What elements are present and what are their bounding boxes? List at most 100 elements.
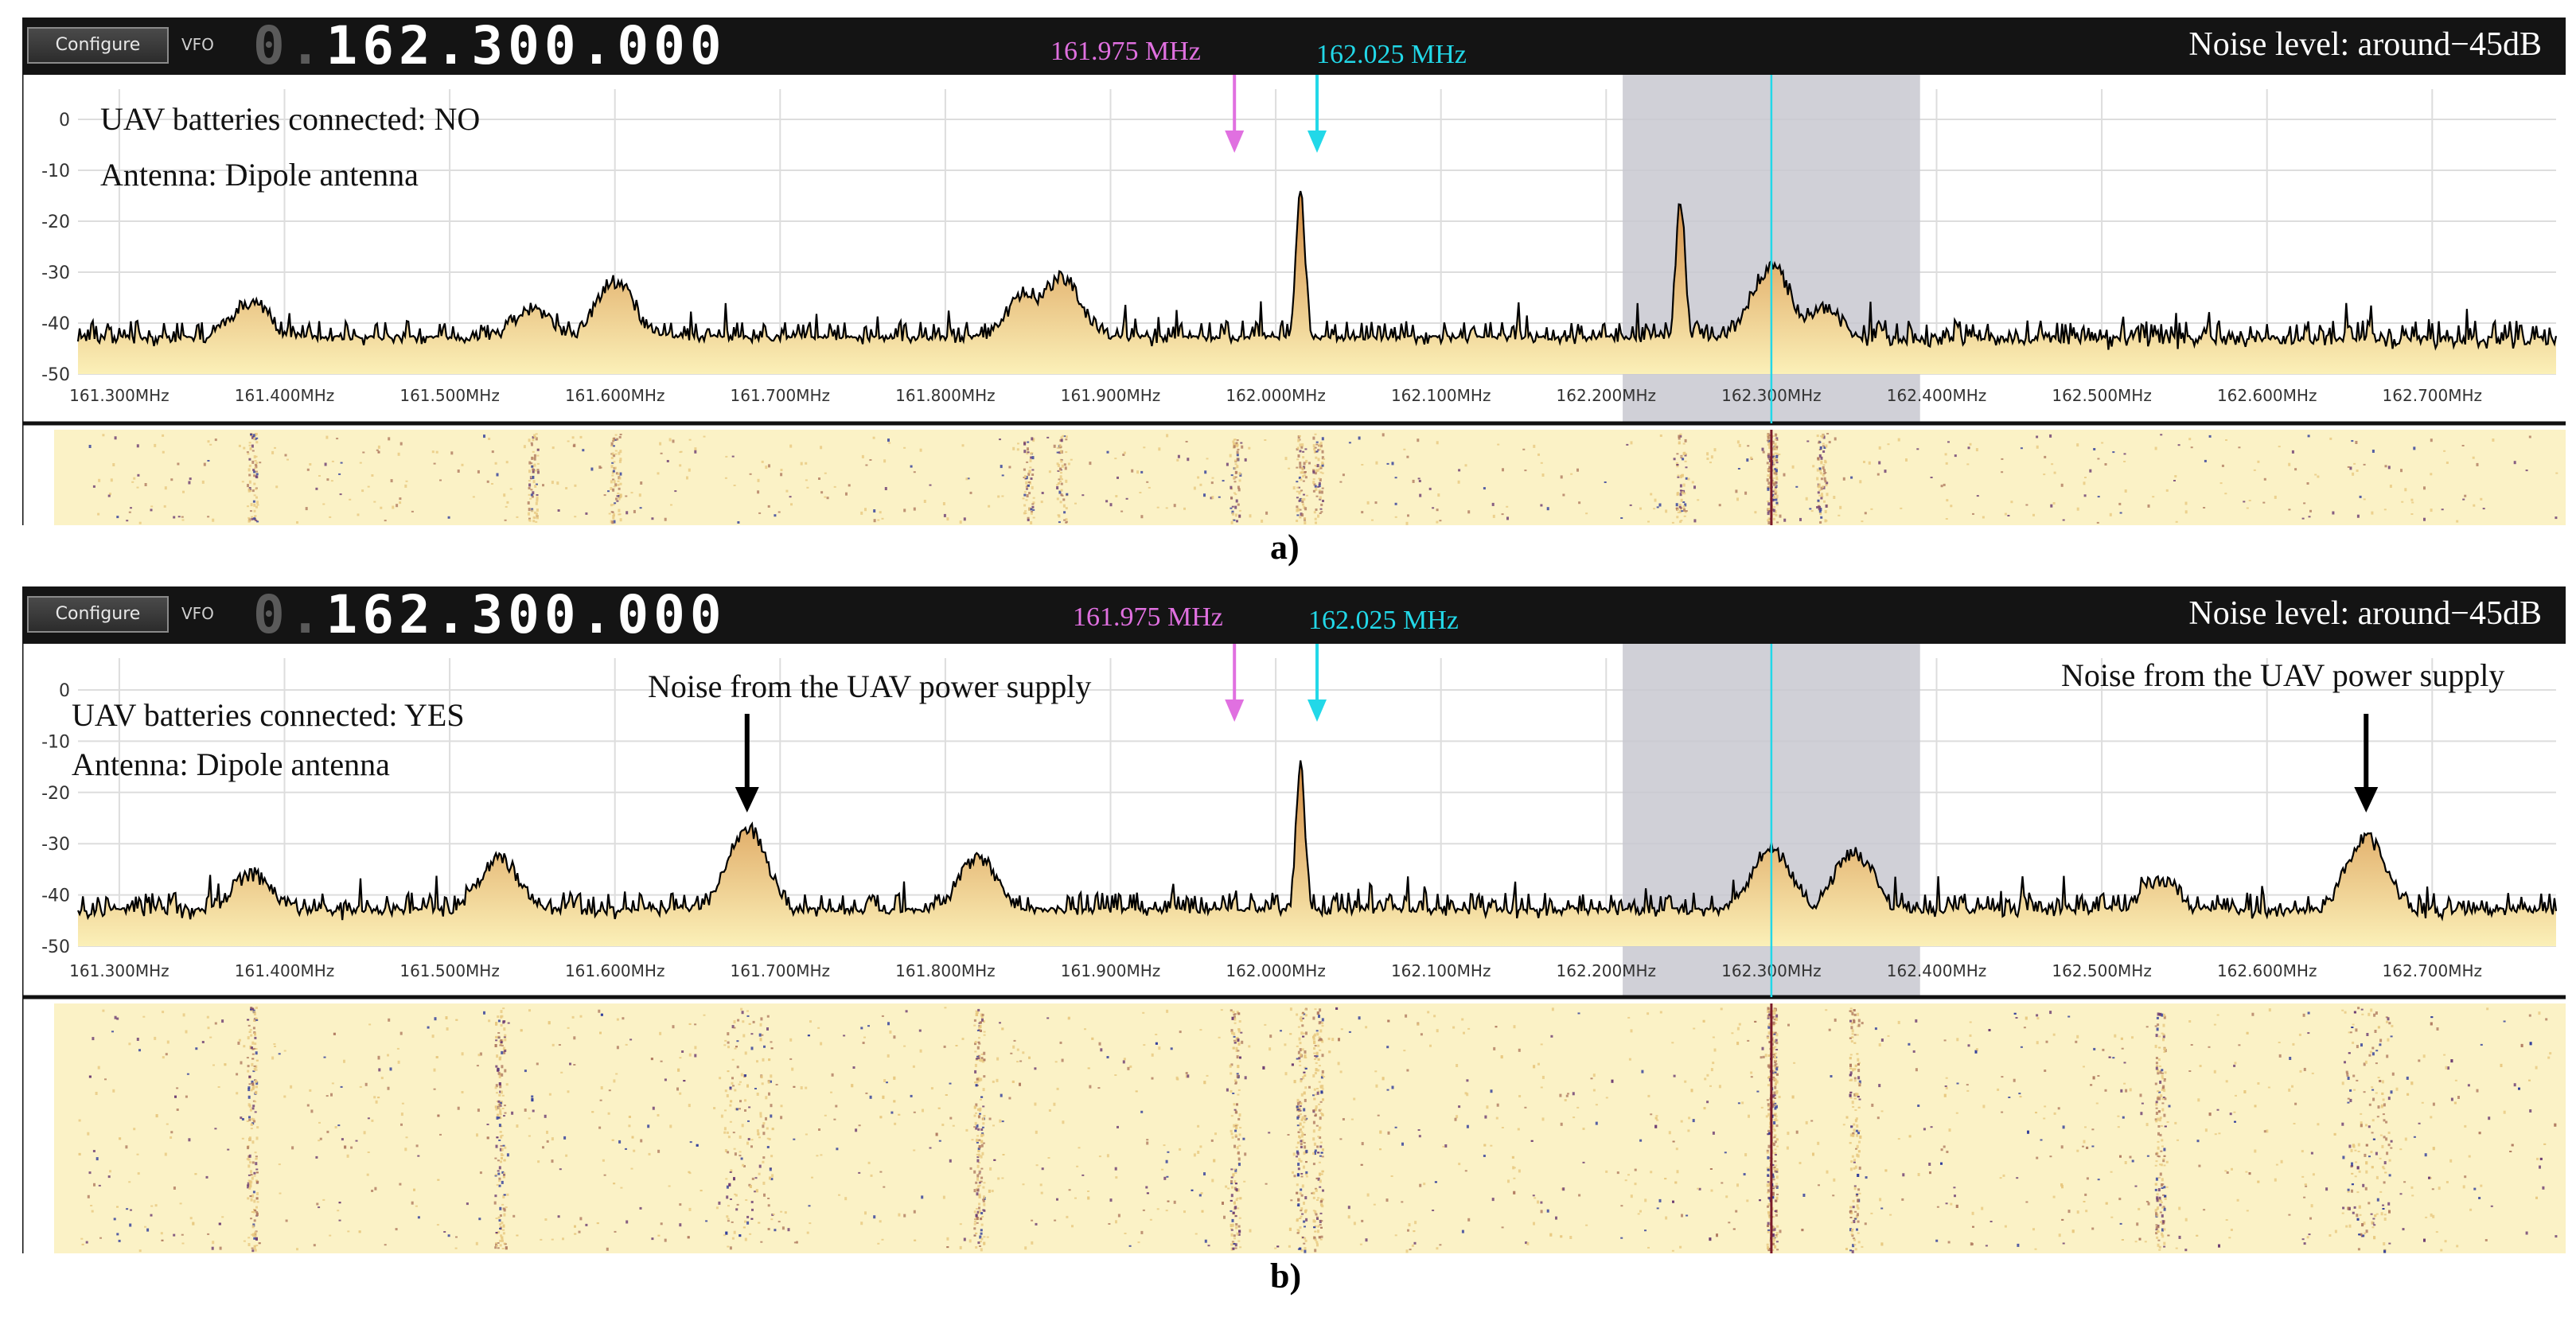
waterfall-pixel [2178,1206,2181,1210]
waterfall-pixel [2162,1035,2165,1038]
waterfall-pixel [2155,1101,2158,1104]
waterfall-pixel [679,1092,682,1095]
waterfall-pixel [980,1098,982,1101]
waterfall-pixel [405,480,408,482]
waterfall-pixel [1764,1054,1767,1058]
waterfall-pixel [2083,1066,2085,1068]
waterfall-pixel [2162,1206,2165,1209]
waterfall-pixel [949,1116,953,1120]
waterfall-pixel [1750,456,1753,459]
waterfall-pixel [1301,443,1304,447]
waterfall-pixel [251,1194,255,1198]
waterfall-pixel [1772,513,1775,516]
waterfall-pixel [1300,1207,1304,1211]
waterfall-pixel [248,442,251,444]
waterfall-pixel [883,1186,886,1188]
x-tick-label: 161.900MHz [1061,386,1161,405]
waterfall-pixel [2468,1155,2471,1158]
waterfall-pixel [1771,1233,1775,1237]
waterfall-pixel [1501,513,1504,516]
waterfall-pixel [1774,1102,1777,1105]
waterfall-pixel [2430,1022,2433,1026]
waterfall-pixel [1360,1163,1363,1166]
waterfall-pixel [1313,1052,1316,1054]
waterfall-pixel [1047,1157,1050,1159]
waterfall-pixel [1056,1087,1059,1090]
waterfall-pixel [1233,476,1236,480]
waterfall-pixel [2410,513,2414,515]
waterfall-pixel [1288,467,1291,470]
waterfall-pixel [2120,1037,2123,1040]
waterfall-pixel [2161,1069,2164,1072]
waterfall-pixel [256,1180,259,1183]
waterfall-pixel [387,1054,389,1057]
waterfall-pixel [1230,485,1233,489]
waterfall-pixel [1767,442,1771,446]
waterfall-pixel [1315,509,1318,511]
waterfall-pixel [789,444,793,448]
waterfall-pixel [2357,1143,2360,1147]
waterfall-pixel [1857,1132,1860,1135]
waterfall-pixel [1231,512,1234,516]
waterfall-pixel [1944,1085,1947,1087]
waterfall-pixel [1930,477,1933,478]
waterfall-pixel [1774,1059,1777,1062]
waterfall-pixel [975,1127,978,1130]
waterfall-pixel [2155,1107,2158,1109]
waterfall-pixel [2036,1014,2039,1017]
waterfall-pixel [1466,1093,1469,1097]
waterfall-pixel [1318,1065,1321,1067]
waterfall-pixel [2141,1102,2144,1105]
waterfall-pixel [1954,1194,1956,1198]
waterfall-pixel [247,1197,250,1200]
waterfall-pixel [614,483,618,487]
waterfall-pixel [1853,1244,1857,1246]
waterfall-pixel [1861,520,1864,523]
waterfall-pixel [1063,511,1066,514]
waterfall-pixel [221,1216,224,1218]
waterfall-pixel [2293,1123,2296,1124]
waterfall-pixel [1405,1014,1408,1018]
waterfall-pixel [903,509,906,512]
waterfall-pixel [805,1086,808,1089]
waterfall-pixel [1317,1044,1320,1047]
waterfall-pixel [2363,498,2366,501]
waterfall-pixel [255,1085,258,1089]
waterfall-pixel [496,1054,499,1058]
waterfall-pixel [253,503,256,507]
waterfall-pixel [573,1036,576,1040]
waterfall-pixel [976,1077,979,1081]
waterfall-pixel [731,1221,734,1223]
waterfall-pixel [1773,1136,1776,1138]
waterfall-pixel [1244,458,1247,462]
waterfall-pixel [1361,1142,1364,1146]
waterfall-pixel [1300,1015,1303,1019]
waterfall-pixel [1590,1077,1593,1080]
waterfall-pixel [503,1115,505,1117]
waterfall-pixel [1768,1013,1771,1016]
waterfall-pixel [2342,1155,2345,1159]
waterfall-pixel [739,1081,742,1083]
waterfall-pixel [2291,1085,2293,1088]
waterfall-pixel [1012,446,1015,450]
waterfall-pixel [1852,1133,1855,1137]
waterfall-pixel [2303,1067,2306,1071]
waterfall-pixel [1305,1149,1308,1153]
configure-button[interactable]: Configure [27,27,169,64]
waterfall-pixel [1374,1070,1378,1073]
waterfall-pixel [743,1165,746,1167]
waterfall-pixel [241,481,244,483]
waterfall-pixel [1314,1225,1317,1227]
waterfall-pixel [1297,1026,1300,1028]
vfo-frequency-display[interactable]: 0.162.300.000 [253,19,727,73]
waterfall-pixel [319,1137,322,1140]
waterfall-pixel [659,442,662,446]
waterfall-pixel [732,1085,735,1087]
waterfall-pixel [1300,1140,1303,1143]
waterfall-pixel [1849,1210,1852,1213]
waterfall-pixel [1312,478,1315,481]
waterfall-pixel [935,1132,938,1136]
waterfall-pixel [1852,1068,1854,1072]
waterfall-pixel [1852,1132,1855,1136]
waterfall-pixel [1230,1129,1233,1132]
